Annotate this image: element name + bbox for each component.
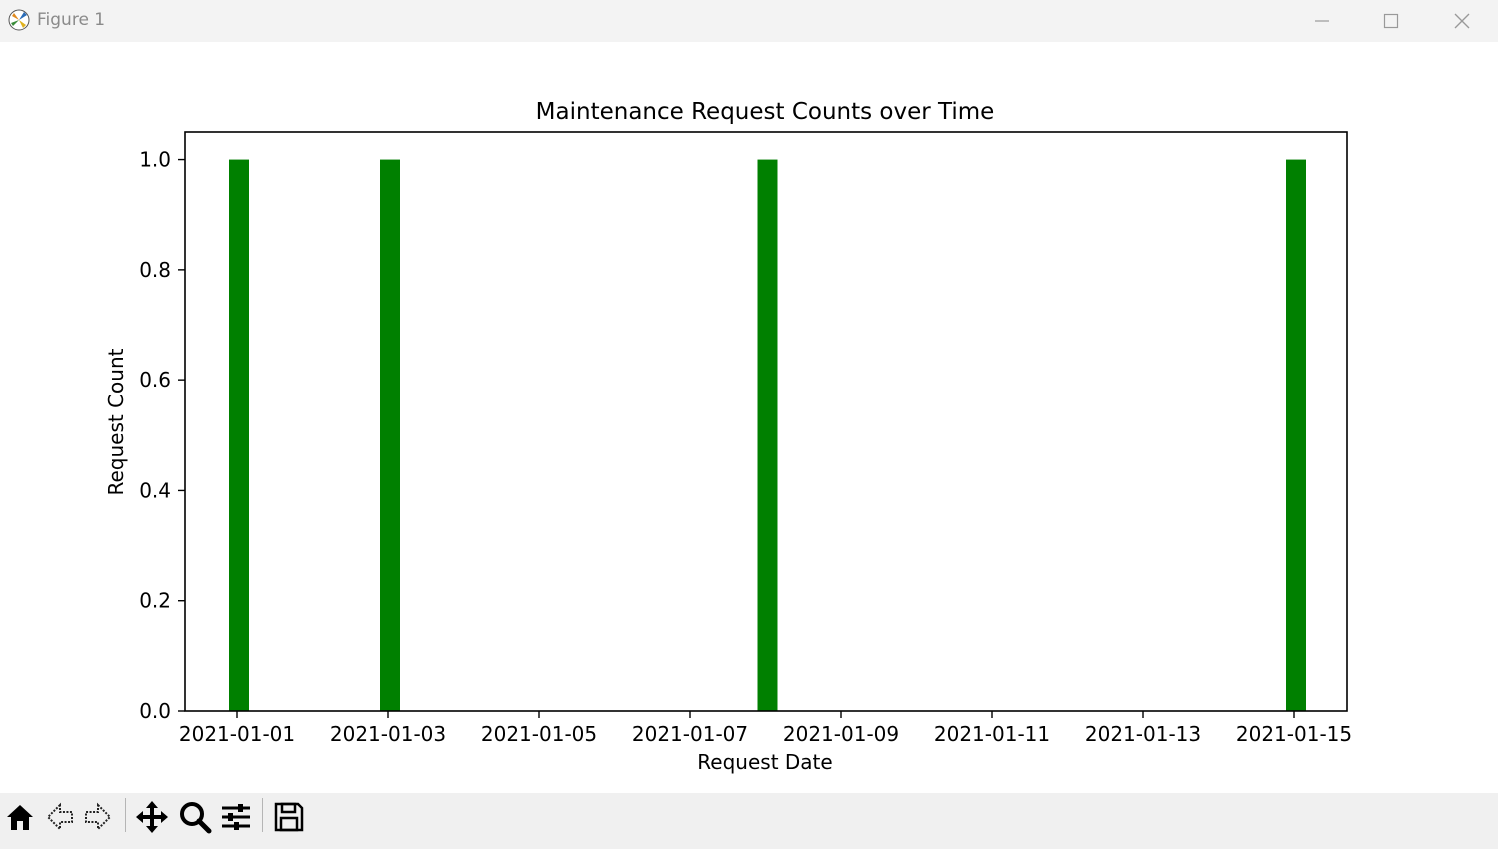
window-title: Figure 1 — [37, 10, 106, 30]
navigation-toolbar — [0, 793, 1498, 849]
bar-2021-01-15 — [1286, 159, 1306, 712]
home-button[interactable] — [0, 797, 40, 837]
y-tick-label: 0.4 — [139, 478, 171, 502]
minimize-button[interactable] — [1287, 0, 1357, 42]
zoom-button[interactable] — [175, 797, 215, 837]
bar-2021-01-03 — [380, 159, 400, 712]
minimize-icon — [1315, 20, 1329, 22]
close-button[interactable] — [1427, 0, 1497, 42]
home-icon — [7, 805, 33, 830]
configure-subplots-button[interactable] — [216, 797, 256, 837]
bars-group — [229, 159, 1306, 712]
y-tick-label: 1.0 — [139, 148, 171, 172]
toolbar-separator — [262, 798, 263, 832]
back-arrow-icon — [46, 802, 73, 832]
forward-button[interactable] — [78, 797, 118, 837]
pan-icon — [136, 801, 168, 833]
window-titlebar: Figure 1 — [0, 0, 1498, 42]
chart-title: Maintenance Request Counts over Time — [536, 99, 995, 125]
forward-arrow-icon — [85, 802, 112, 832]
save-icon — [274, 802, 304, 832]
y-axis-ticks: 0.0 0.2 0.4 0.6 0.8 1.0 — [139, 148, 185, 723]
configure-subplots-icon — [222, 804, 250, 830]
bar-2021-01-01 — [229, 159, 249, 712]
plot-frame — [184, 131, 1348, 712]
x-tick-label: 2021-01-11 — [934, 722, 1050, 746]
x-axis-label: Request Date — [697, 750, 832, 774]
x-tick-label: 2021-01-01 — [179, 722, 295, 746]
maximize-icon — [1383, 13, 1399, 29]
x-tick-label: 2021-01-03 — [330, 722, 446, 746]
figure-canvas: Maintenance Request Counts over Time 0.0… — [0, 42, 1498, 793]
matplotlib-logo-icon — [8, 9, 30, 31]
x-tick-label: 2021-01-09 — [783, 722, 899, 746]
pan-button[interactable] — [132, 797, 172, 837]
y-tick-label: 0.2 — [139, 589, 171, 613]
bar-chart: Maintenance Request Counts over Time 0.0… — [104, 99, 1352, 774]
y-tick-label: 0.6 — [139, 368, 171, 392]
x-tick-label: 2021-01-13 — [1085, 722, 1201, 746]
bar-2021-01-08 — [757, 159, 778, 712]
y-tick-label: 0.0 — [139, 699, 171, 723]
x-tick-label: 2021-01-05 — [481, 722, 597, 746]
maximize-button[interactable] — [1356, 0, 1426, 42]
x-tick-label: 2021-01-07 — [632, 722, 748, 746]
toolbar-separator — [125, 798, 126, 832]
y-axis-label: Request Count — [104, 348, 128, 495]
x-axis-ticks: 2021-01-01 2021-01-03 2021-01-05 2021-01-07… — [179, 711, 1352, 746]
x-tick-label: 2021-01-15 — [1236, 722, 1352, 746]
y-tick-label: 0.8 — [139, 258, 171, 282]
close-icon — [1454, 13, 1470, 29]
back-button[interactable] — [40, 797, 80, 837]
save-button[interactable] — [269, 797, 309, 837]
zoom-icon — [180, 802, 212, 834]
